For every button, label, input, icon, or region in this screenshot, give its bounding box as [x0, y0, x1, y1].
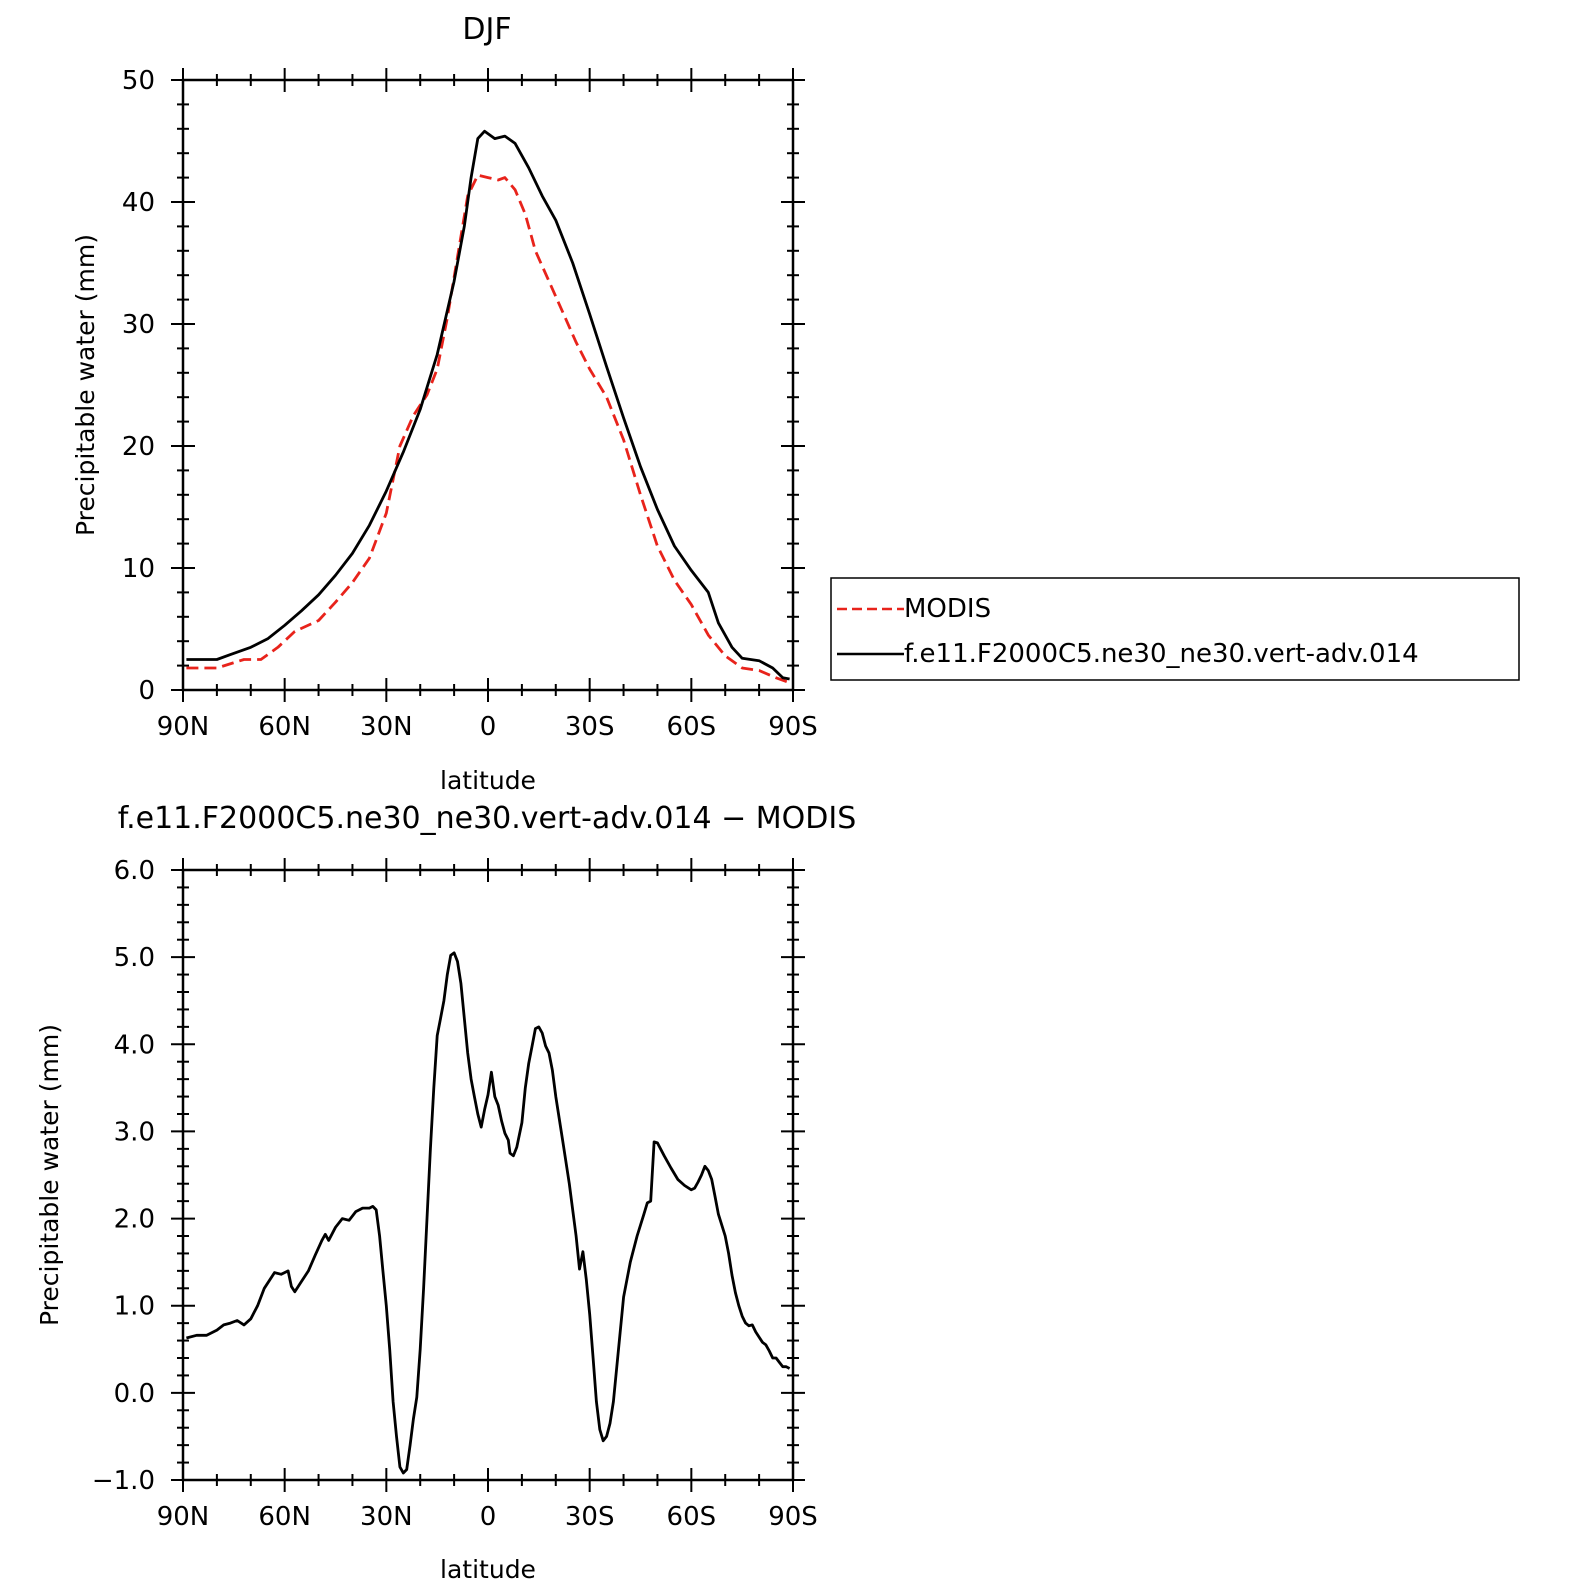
bottom-x-tick-label: 30N	[360, 1502, 413, 1532]
bottom-y-tick-label: 0.0	[114, 1379, 155, 1409]
top-chart-title: DJF	[462, 12, 511, 47]
top-y-tick-label: 50	[122, 66, 155, 96]
top-series-line-0	[186, 173, 791, 685]
bottom-series-group	[186, 951, 791, 1475]
legend-label-model: f.e11.F2000C5.ne30_ne30.vert-adv.014	[904, 639, 1419, 669]
top-x-tick-label: 60N	[258, 712, 311, 742]
top-series-group	[186, 129, 791, 685]
top-y-tick-label: 40	[122, 188, 155, 218]
top-x-tick-label: 30N	[360, 712, 413, 742]
legend: MODIS f.e11.F2000C5.ne30_ne30.vert-adv.0…	[830, 577, 1520, 681]
bottom-y-tick-label: −1.0	[92, 1466, 155, 1496]
bottom-series-line-0	[186, 951, 791, 1475]
bottom-x-tick-label: 60N	[258, 1502, 311, 1532]
bottom-x-tick-label: 0	[480, 1502, 497, 1532]
top-tick-labels: 90N 60N 30N 0 30S 60S 90S 0 10 20 30 40 50	[122, 66, 818, 742]
legend-box	[830, 577, 1520, 681]
top-y-axis-label: Precipitable water (mm)	[71, 234, 100, 536]
bottom-x-tick-label: 90N	[157, 1502, 210, 1532]
top-series-line-1	[186, 129, 790, 681]
bottom-y-tick-label: 6.0	[114, 856, 155, 886]
bottom-chart-title: f.e11.F2000C5.ne30_ne30.vert-adv.014 − M…	[118, 801, 857, 836]
top-y-tick-label: 20	[122, 432, 155, 462]
bottom-x-tick-label: 30S	[565, 1502, 615, 1532]
bottom-y-tick-label: 4.0	[114, 1030, 155, 1060]
bottom-y-tick-label: 3.0	[114, 1117, 155, 1147]
legend-label-modis: MODIS	[904, 594, 991, 624]
bottom-y-axis-label: Precipitable water (mm)	[35, 1024, 64, 1326]
bottom-plot-frame	[181, 868, 795, 1482]
top-x-tick-label: 0	[480, 712, 497, 742]
top-tick-marks	[171, 68, 805, 702]
top-x-axis-label: latitude	[440, 766, 536, 795]
top-x-tick-label: 60S	[667, 712, 717, 742]
top-y-tick-label: 0	[138, 676, 155, 706]
bottom-y-tick-label: 2.0	[114, 1205, 155, 1235]
bottom-tick-labels: 90N 60N 30N 0 30S 60S 90S −1.0 0.0 1.0 2.0 3.0 4.0 5.…	[92, 856, 818, 1532]
bottom-y-tick-label: 5.0	[114, 943, 155, 973]
top-plot-frame	[181, 78, 795, 692]
top-x-tick-label: 90N	[157, 712, 210, 742]
bottom-x-tick-label: 60S	[667, 1502, 717, 1532]
top-panel: DJF 90N 60N 30N 0 30S 60S 90S 0 10 20 30 40 50 latit…	[71, 12, 1520, 795]
bottom-x-axis-label: latitude	[440, 1555, 536, 1584]
top-x-tick-label: 90S	[768, 712, 818, 742]
top-y-tick-label: 10	[122, 554, 155, 584]
top-y-tick-label: 30	[122, 310, 155, 340]
bottom-panel: f.e11.F2000C5.ne30_ne30.vert-adv.014 − M…	[35, 801, 856, 1584]
bottom-x-tick-label: 90S	[768, 1502, 818, 1532]
top-x-tick-label: 30S	[565, 712, 615, 742]
bottom-y-tick-label: 1.0	[114, 1292, 155, 1322]
